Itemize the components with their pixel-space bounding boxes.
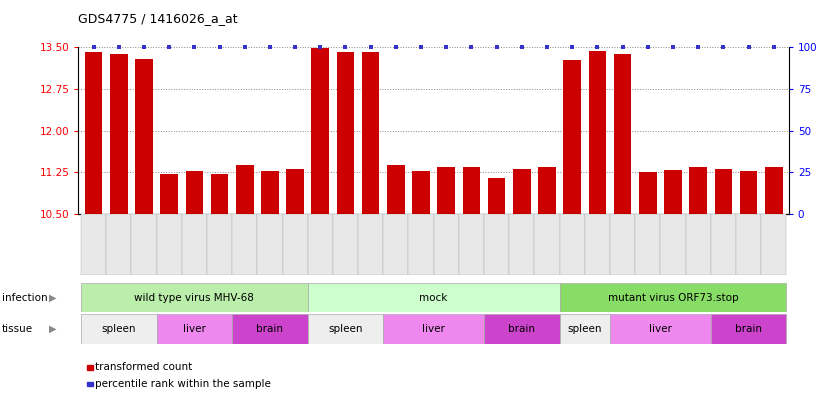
- Bar: [287, 169, 304, 214]
- Bar: [484, 314, 559, 344]
- Bar: [81, 214, 107, 275]
- Bar: [710, 214, 736, 275]
- Bar: [383, 314, 484, 344]
- Text: spleen: spleen: [567, 324, 602, 334]
- Bar: [539, 167, 556, 214]
- Bar: [207, 214, 232, 275]
- Bar: [232, 314, 308, 344]
- Bar: [664, 170, 681, 214]
- Bar: [333, 214, 358, 275]
- Bar: [559, 283, 786, 312]
- Bar: [484, 214, 509, 275]
- Bar: [509, 214, 534, 275]
- Bar: [458, 214, 484, 275]
- Text: percentile rank within the sample: percentile rank within the sample: [95, 379, 271, 389]
- Bar: [585, 214, 610, 275]
- Bar: [261, 171, 278, 214]
- Bar: [690, 167, 707, 214]
- Bar: [761, 214, 786, 275]
- Bar: [236, 165, 254, 214]
- Text: brain: brain: [256, 324, 283, 334]
- Bar: [157, 314, 232, 344]
- Bar: [686, 214, 710, 275]
- Bar: [559, 314, 610, 344]
- Text: mutant virus ORF73.stop: mutant virus ORF73.stop: [608, 293, 738, 303]
- Bar: [362, 51, 379, 214]
- Bar: [85, 51, 102, 214]
- Bar: [282, 214, 308, 275]
- Bar: [714, 169, 732, 214]
- Text: mock: mock: [420, 293, 448, 303]
- Bar: [186, 171, 203, 214]
- Bar: [412, 171, 430, 214]
- Bar: [311, 48, 329, 214]
- Text: liver: liver: [649, 324, 672, 334]
- Text: liver: liver: [422, 324, 445, 334]
- Bar: [434, 214, 458, 275]
- Bar: [81, 283, 308, 312]
- Bar: [488, 178, 506, 214]
- Text: ▶: ▶: [49, 293, 56, 303]
- Text: GDS4775 / 1416026_a_at: GDS4775 / 1416026_a_at: [78, 12, 238, 25]
- Bar: [110, 54, 127, 214]
- Bar: [639, 173, 657, 214]
- Text: tissue: tissue: [2, 324, 33, 334]
- Bar: [387, 165, 405, 214]
- Text: brain: brain: [508, 324, 535, 334]
- Text: spleen: spleen: [102, 324, 136, 334]
- Bar: [211, 174, 228, 214]
- Bar: [765, 167, 782, 214]
- Bar: [610, 214, 635, 275]
- Bar: [559, 214, 585, 275]
- Bar: [614, 54, 631, 214]
- Bar: [107, 214, 131, 275]
- Bar: [308, 214, 333, 275]
- Bar: [258, 214, 282, 275]
- Bar: [337, 51, 354, 214]
- Bar: [308, 314, 383, 344]
- Text: brain: brain: [735, 324, 762, 334]
- Bar: [131, 214, 157, 275]
- Bar: [513, 169, 530, 214]
- Bar: [358, 214, 383, 275]
- Text: ▶: ▶: [49, 324, 56, 334]
- Text: liver: liver: [183, 324, 206, 334]
- Text: transformed count: transformed count: [95, 362, 192, 373]
- Bar: [534, 214, 559, 275]
- Bar: [635, 214, 660, 275]
- Bar: [710, 314, 786, 344]
- Bar: [308, 283, 559, 312]
- Text: wild type virus MHV-68: wild type virus MHV-68: [135, 293, 254, 303]
- Text: infection: infection: [2, 293, 47, 303]
- Bar: [589, 51, 606, 214]
- Bar: [463, 167, 480, 214]
- Bar: [438, 167, 455, 214]
- Bar: [740, 171, 757, 214]
- Bar: [232, 214, 258, 275]
- Bar: [81, 314, 157, 344]
- Bar: [182, 214, 207, 275]
- Bar: [383, 214, 409, 275]
- Text: spleen: spleen: [328, 324, 363, 334]
- Bar: [160, 174, 178, 214]
- Bar: [563, 60, 581, 214]
- Bar: [157, 214, 182, 275]
- Bar: [409, 214, 434, 275]
- Bar: [610, 314, 710, 344]
- Bar: [736, 214, 761, 275]
- Bar: [660, 214, 686, 275]
- Bar: [135, 59, 153, 214]
